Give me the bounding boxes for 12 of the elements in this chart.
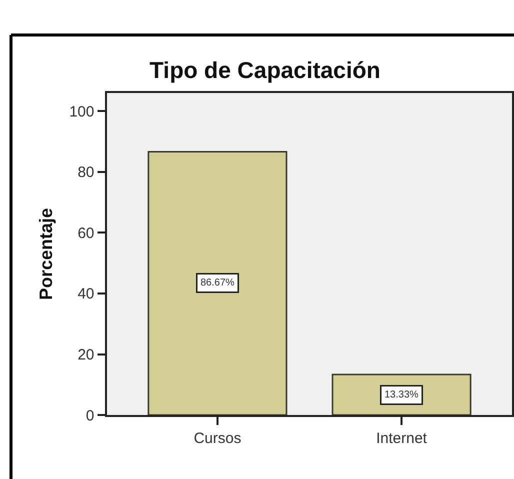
y-tick-label: 20 [78,346,94,364]
chart-title: Tipo de Capacitación [150,57,380,84]
data-label: 13.33% [384,390,419,400]
data-label: 86.67% [200,278,235,288]
y-tick-label: 0 [86,407,94,424]
y-tick-label: 60 [78,224,94,242]
y-axis-title: Porcentaje [36,208,56,300]
y-tick-label: 80 [78,164,94,182]
x-tick-label: Internet [376,430,428,447]
y-tick-label: 40 [78,286,94,303]
x-tick-label: Cursos [194,430,242,447]
y-tick-label: 100 [69,103,94,120]
